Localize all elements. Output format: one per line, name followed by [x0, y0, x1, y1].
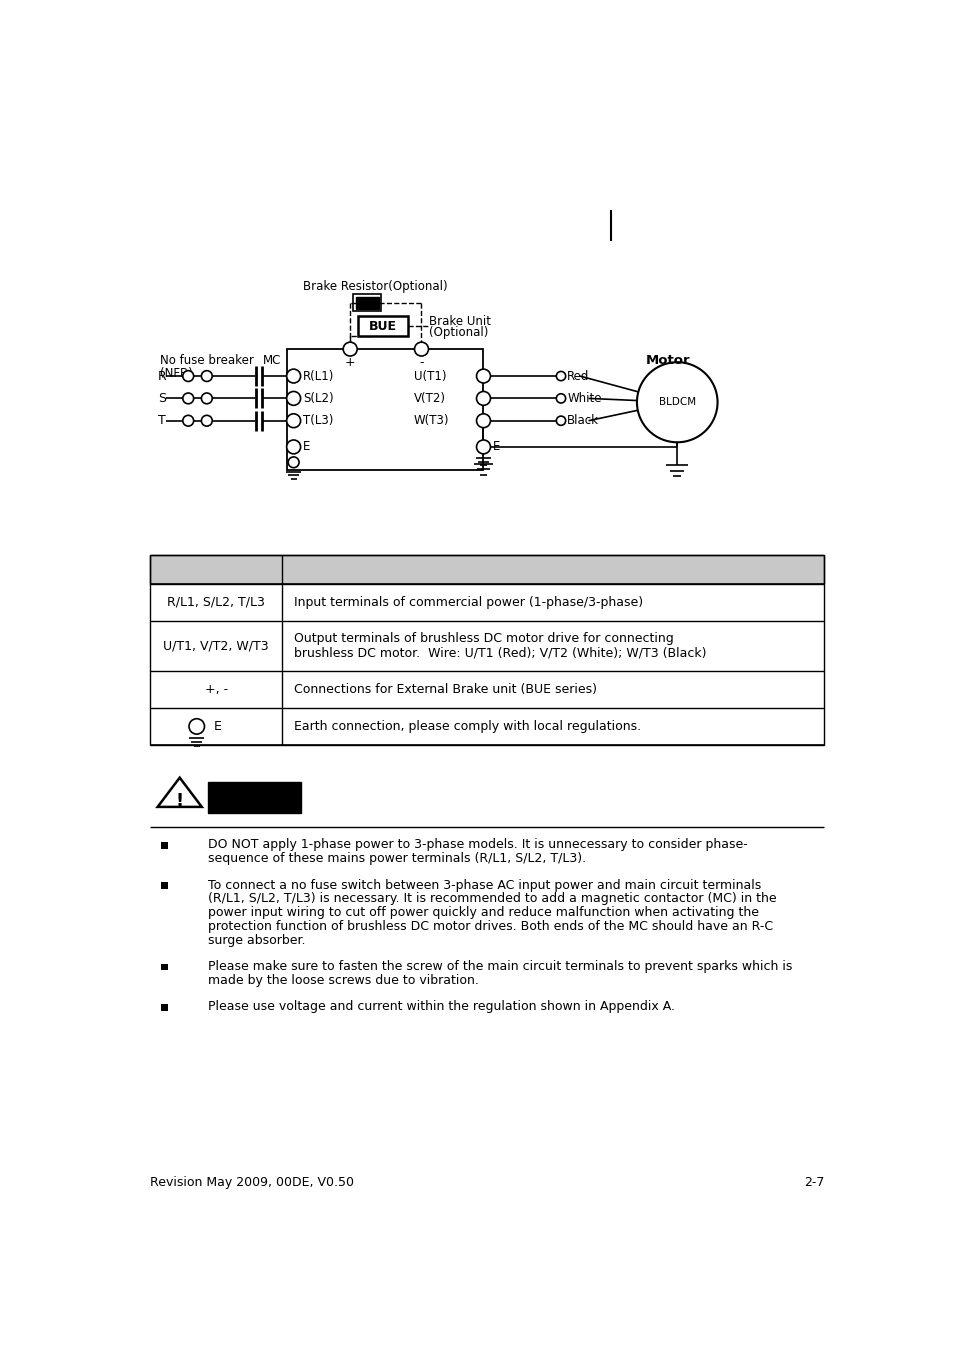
- Text: Output terminals of brushless DC motor drive for connecting: Output terminals of brushless DC motor d…: [294, 632, 673, 645]
- Bar: [208, 782, 301, 813]
- Text: Red: Red: [567, 370, 589, 382]
- Bar: [161, 964, 168, 971]
- Circle shape: [201, 416, 212, 427]
- Text: No fuse breaker: No fuse breaker: [159, 354, 253, 367]
- Circle shape: [286, 440, 300, 454]
- Text: made by the loose screws due to vibration.: made by the loose screws due to vibratio…: [208, 973, 478, 987]
- Text: (NFB): (NFB): [159, 367, 193, 381]
- Text: S: S: [158, 392, 166, 405]
- Text: -: -: [418, 356, 423, 370]
- Text: U/T1, V/T2, W/T3: U/T1, V/T2, W/T3: [163, 640, 269, 652]
- Text: E: E: [303, 440, 310, 454]
- Circle shape: [286, 414, 300, 428]
- Circle shape: [556, 394, 565, 404]
- Text: Motor: Motor: [645, 354, 690, 367]
- Circle shape: [343, 342, 356, 356]
- Text: V(T2): V(T2): [414, 392, 445, 405]
- Text: BR: BR: [359, 298, 375, 308]
- Text: T: T: [158, 414, 166, 427]
- Text: R(L1): R(L1): [303, 370, 334, 382]
- Circle shape: [476, 414, 490, 428]
- Text: E: E: [213, 720, 221, 733]
- Circle shape: [637, 362, 717, 443]
- Circle shape: [183, 393, 193, 404]
- Text: R/L1, S/L2, T/L3: R/L1, S/L2, T/L3: [167, 595, 265, 609]
- Circle shape: [476, 369, 490, 383]
- Text: BUE: BUE: [369, 320, 396, 332]
- Bar: [161, 1003, 168, 1011]
- Text: Input terminals of commercial power (1-phase/3-phase): Input terminals of commercial power (1-p…: [294, 595, 642, 609]
- Circle shape: [201, 371, 212, 382]
- Circle shape: [556, 416, 565, 425]
- Text: +, -: +, -: [204, 683, 228, 697]
- Text: Earth connection, please comply with local regulations.: Earth connection, please comply with loc…: [294, 720, 640, 733]
- Text: sequence of these mains power terminals (R/L1, S/L2, T/L3).: sequence of these mains power terminals …: [208, 852, 586, 865]
- Text: BLDCM: BLDCM: [658, 397, 695, 408]
- Bar: [355, 297, 378, 309]
- Circle shape: [189, 718, 204, 734]
- Text: Please use voltage and current within the regulation shown in Appendix A.: Please use voltage and current within th…: [208, 1000, 675, 1014]
- Text: Brake Resistor(Optional): Brake Resistor(Optional): [302, 281, 447, 293]
- Circle shape: [183, 416, 193, 427]
- Text: S(L2): S(L2): [303, 392, 334, 405]
- Circle shape: [415, 342, 428, 356]
- Text: R: R: [158, 370, 167, 382]
- Circle shape: [286, 392, 300, 405]
- Text: W(T3): W(T3): [414, 414, 449, 427]
- Circle shape: [286, 369, 300, 383]
- Text: 2-7: 2-7: [803, 1176, 823, 1189]
- Text: protection function of brushless DC motor drives. Both ends of the MC should hav: protection function of brushless DC moto…: [208, 921, 773, 933]
- Bar: [161, 842, 168, 849]
- Text: (Optional): (Optional): [429, 327, 488, 339]
- Text: Black: Black: [567, 414, 598, 427]
- Circle shape: [288, 456, 298, 467]
- Bar: [357, 316, 407, 336]
- Text: To connect a no fuse switch between 3-phase AC input power and main circuit term: To connect a no fuse switch between 3-ph…: [208, 879, 760, 891]
- Bar: [161, 882, 168, 888]
- Text: !: !: [175, 792, 184, 810]
- Bar: [353, 294, 381, 312]
- Text: T(L3): T(L3): [303, 414, 333, 427]
- Text: U(T1): U(T1): [414, 370, 446, 382]
- Text: +: +: [345, 356, 355, 370]
- Text: Brake Unit: Brake Unit: [429, 315, 491, 328]
- Text: surge absorber.: surge absorber.: [208, 934, 306, 946]
- Text: DO NOT apply 1-phase power to 3-phase models. It is unnecessary to consider phas: DO NOT apply 1-phase power to 3-phase mo…: [208, 838, 747, 852]
- Circle shape: [201, 393, 212, 404]
- Text: White: White: [567, 392, 601, 405]
- Bar: [150, 555, 823, 585]
- Text: Revision May 2009, 00DE, V0.50: Revision May 2009, 00DE, V0.50: [150, 1176, 354, 1189]
- Text: E: E: [493, 440, 499, 454]
- Circle shape: [556, 371, 565, 381]
- Text: Connections for External Brake unit (BUE series): Connections for External Brake unit (BUE…: [294, 683, 596, 697]
- Text: MC: MC: [262, 354, 281, 367]
- Circle shape: [476, 392, 490, 405]
- Text: Please make sure to fasten the screw of the main circuit terminals to prevent sp: Please make sure to fasten the screw of …: [208, 960, 792, 973]
- Text: brushless DC motor.  Wire: U/T1 (Red); V/T2 (White); W/T3 (Black): brushless DC motor. Wire: U/T1 (Red); V/…: [294, 647, 705, 660]
- Bar: [150, 555, 823, 745]
- Text: power input wiring to cut off power quickly and reduce malfunction when activati: power input wiring to cut off power quic…: [208, 906, 759, 919]
- Circle shape: [476, 440, 490, 454]
- Circle shape: [183, 371, 193, 382]
- Bar: [286, 350, 483, 470]
- Text: (R/L1, S/L2, T/L3) is necessary. It is recommended to add a magnetic contactor (: (R/L1, S/L2, T/L3) is necessary. It is r…: [208, 892, 776, 906]
